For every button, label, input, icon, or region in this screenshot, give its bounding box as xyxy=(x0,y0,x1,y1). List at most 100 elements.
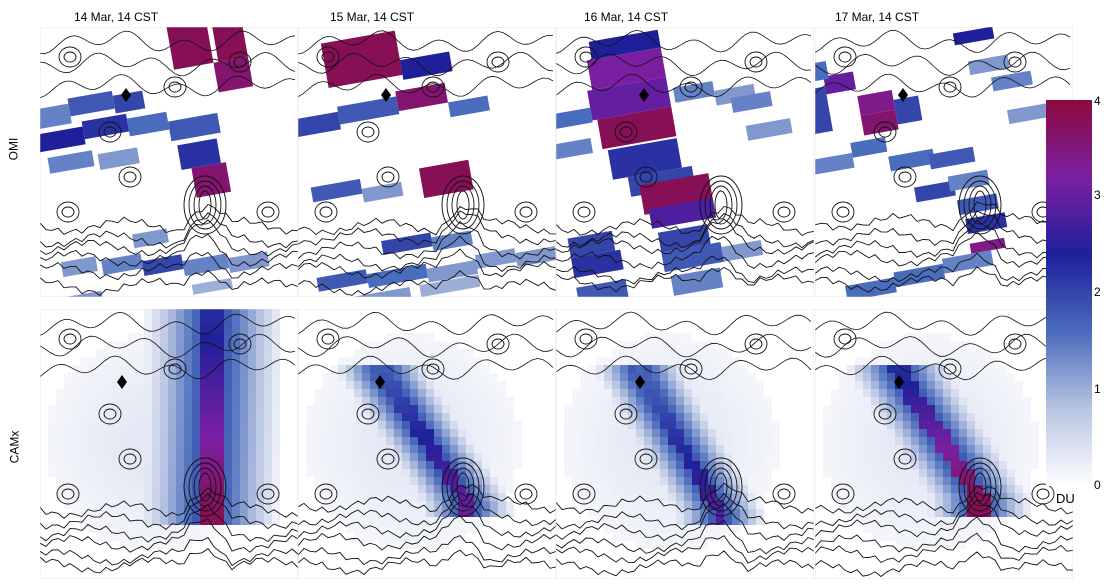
camx-cell xyxy=(418,397,426,405)
camx-cell xyxy=(708,437,716,445)
camx-cell xyxy=(943,349,951,357)
camx-cell xyxy=(684,389,692,397)
camx-cell xyxy=(176,349,184,357)
camx-cell xyxy=(402,349,410,357)
camx-cell xyxy=(410,445,418,453)
camx-cell xyxy=(72,429,80,437)
camx-cell xyxy=(104,373,112,381)
camx-cell xyxy=(466,397,474,405)
camx-cell xyxy=(676,333,684,341)
camx-cell xyxy=(839,453,847,461)
camx-cell xyxy=(240,477,248,485)
camx-cell xyxy=(136,421,144,429)
camx-cell xyxy=(112,445,120,453)
camx-cell xyxy=(120,429,128,437)
camx-cell xyxy=(410,501,418,509)
camx-cell xyxy=(991,453,999,461)
camx-cell xyxy=(692,485,700,493)
camx-cell xyxy=(426,445,434,453)
camx-cell xyxy=(370,389,378,397)
camx-cell xyxy=(684,493,692,501)
camx-cell xyxy=(96,349,104,357)
camx-cell xyxy=(652,485,660,493)
camx-cell xyxy=(152,461,160,469)
camx-cell xyxy=(64,381,72,389)
diamond-marker-icon xyxy=(375,375,385,389)
camx-cell xyxy=(1007,453,1015,461)
camx-cell xyxy=(160,501,168,509)
camx-cell xyxy=(192,525,200,533)
camx-cell xyxy=(362,453,370,461)
camx-cell xyxy=(96,453,104,461)
camx-cell xyxy=(1023,405,1031,413)
camx-cell xyxy=(232,485,240,493)
camx-cell xyxy=(474,477,482,485)
camx-cell xyxy=(426,509,434,517)
camx-cell xyxy=(120,397,128,405)
camx-cell xyxy=(370,525,378,533)
camx-cell xyxy=(144,541,152,549)
camx-cell xyxy=(636,541,644,549)
camx-cell xyxy=(482,381,490,389)
camx-cell xyxy=(248,421,256,429)
camx-cell xyxy=(903,493,911,501)
camx-cell xyxy=(700,541,708,549)
camx-cell xyxy=(362,365,370,373)
camx-cell xyxy=(240,493,248,501)
camx-cell xyxy=(991,445,999,453)
camx-cell xyxy=(450,341,458,349)
camx-cell xyxy=(895,437,903,445)
camx-cell xyxy=(823,405,831,413)
camx-cell xyxy=(128,365,136,373)
camx-cell xyxy=(991,509,999,517)
camx-cell xyxy=(248,405,256,413)
camx-cell xyxy=(506,461,514,469)
colorbar-unit: DU xyxy=(1056,491,1075,506)
camx-cell xyxy=(660,509,668,517)
camx-cell xyxy=(426,437,434,445)
camx-cell xyxy=(991,365,999,373)
camx-cell xyxy=(152,525,160,533)
camx-cell xyxy=(831,397,839,405)
camx-cell xyxy=(879,357,887,365)
camx-cell xyxy=(975,461,983,469)
camx-cell xyxy=(176,341,184,349)
camx-cell xyxy=(716,429,724,437)
camx-cell xyxy=(128,349,136,357)
camx-cell xyxy=(644,437,652,445)
camx-cell xyxy=(943,485,951,493)
camx-cell xyxy=(951,397,959,405)
camx-cell xyxy=(1015,461,1023,469)
omi-pixel xyxy=(61,290,104,297)
camx-cell xyxy=(887,357,895,365)
camx-cell xyxy=(644,469,652,477)
camx-cell xyxy=(943,405,951,413)
camx-cell xyxy=(903,541,911,549)
camx-cell xyxy=(410,541,418,549)
camx-cell xyxy=(402,429,410,437)
camx-cell xyxy=(839,445,847,453)
camx-cell xyxy=(184,445,192,453)
camx-cell xyxy=(128,501,136,509)
camx-cell xyxy=(80,405,88,413)
camx-cell xyxy=(895,389,903,397)
camx-cell xyxy=(394,469,402,477)
camx-cell xyxy=(96,373,104,381)
camx-cell xyxy=(144,533,152,541)
camx-cell xyxy=(652,445,660,453)
camx-cell xyxy=(264,445,272,453)
camx-cell xyxy=(168,373,176,381)
camx-cell xyxy=(668,365,676,373)
camx-cell xyxy=(620,349,628,357)
camx-cell xyxy=(628,493,636,501)
camx-cell xyxy=(466,357,474,365)
camx-cell xyxy=(756,461,764,469)
camx-cell xyxy=(402,453,410,461)
camx-cell xyxy=(911,485,919,493)
camx-cell xyxy=(184,333,192,341)
camx-cell xyxy=(644,365,652,373)
camx-cell xyxy=(176,365,184,373)
camx-cell xyxy=(498,501,506,509)
camx-cell xyxy=(264,517,272,525)
camx-cell xyxy=(951,525,959,533)
